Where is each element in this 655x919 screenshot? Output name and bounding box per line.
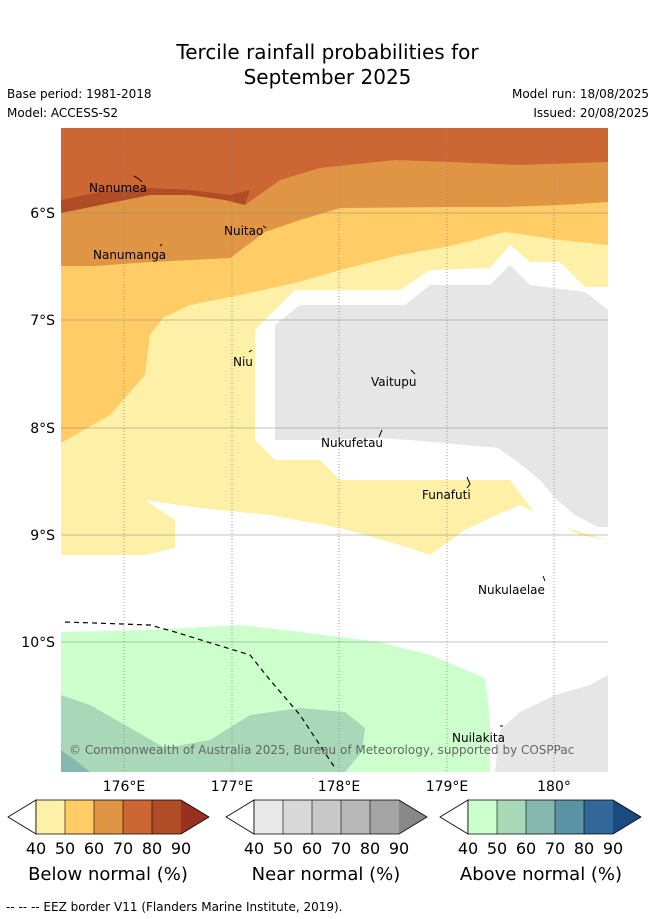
legend-tick: 50 [55, 839, 75, 858]
lon-label: 178°E [318, 779, 361, 795]
legend-swatch [65, 800, 94, 834]
above-60-area [61, 750, 90, 772]
place-label: Nanumanga [93, 248, 166, 262]
legend-title: Near normal (%) [252, 864, 401, 885]
lat-label: 7°S [30, 313, 55, 329]
island-outlines [133, 175, 546, 727]
legend-tick: 70 [331, 839, 351, 858]
near-40-area [275, 265, 608, 527]
legend-title: Below normal (%) [28, 864, 188, 885]
legend-tick: 40 [458, 839, 478, 858]
model-name: Model: ACCESS-S2 [7, 106, 119, 120]
place-label: Nukulaelae [478, 583, 545, 597]
place-label: Nanumea [89, 181, 147, 195]
legend-tick: 40 [244, 839, 264, 858]
place-label: Funafuti [422, 488, 471, 502]
legend-swatch [526, 800, 555, 834]
base-period: Base period: 1981-2018 [7, 87, 152, 101]
latitude-labels: 6°S 7°S 8°S 9°S 10°S [21, 206, 55, 651]
probability-map [61, 128, 608, 772]
legend-tick: 70 [545, 839, 565, 858]
map-title: Tercile rainfall probabilities for Septe… [0, 40, 655, 90]
legend-swatch [341, 800, 370, 834]
lon-label: 180° [537, 779, 571, 795]
legend-near: 40 50 60 70 80 90 Near normal (%) [225, 799, 428, 885]
below-80-area [61, 188, 250, 213]
graticule-lat [61, 212, 608, 643]
legend-swatch [468, 800, 497, 834]
graticule [123, 128, 555, 772]
legend-tick: 40 [26, 839, 46, 858]
legend-tick: 90 [389, 839, 409, 858]
lat-label: 10°S [21, 635, 55, 651]
lat-label: 8°S [30, 421, 55, 437]
near-40-area-south [495, 675, 608, 772]
lat-label: 6°S [30, 206, 55, 222]
lon-label: 179°E [426, 779, 469, 795]
place-label: Nuitao [224, 224, 263, 238]
place-label: Niu [233, 355, 253, 369]
legend-swatch [283, 800, 312, 834]
legend-tick: 60 [302, 839, 322, 858]
legend-title: Above normal (%) [460, 864, 622, 885]
place-labels: Nanumea Nuitao Nanumanga Niu Vaitupu Nuk… [89, 181, 545, 745]
legend-swatch [123, 800, 152, 834]
legend-tick: 50 [487, 839, 507, 858]
lon-label: 176°E [103, 779, 146, 795]
legend-swatch [94, 800, 123, 834]
legend-swatch [555, 800, 584, 834]
above-50-area [61, 695, 365, 772]
legend-tick: 70 [113, 839, 133, 858]
legend-tick: 50 [273, 839, 293, 858]
place-label: Vaitupu [371, 375, 417, 389]
legend-swatch [584, 800, 613, 834]
copyright-notice: © Commonwealth of Australia 2025, Bureau… [69, 743, 574, 757]
legend-arrow-high [181, 800, 209, 834]
legend-tick: 90 [603, 839, 623, 858]
legend-swatch [36, 800, 65, 834]
place-label: Nuilakita [452, 731, 505, 745]
legend-arrow-low [7, 799, 37, 835]
lon-label: 177°E [211, 779, 254, 795]
legend-tick: 80 [360, 839, 380, 858]
model-run: Model run: 18/08/2025 [511, 87, 649, 101]
above-40-area [61, 625, 490, 772]
legend-arrow-high [613, 800, 641, 834]
legend-tick: 60 [516, 839, 536, 858]
legend-swatch [152, 800, 181, 834]
legend-swatch [497, 800, 526, 834]
legend-tick: 80 [574, 839, 594, 858]
eez-footer-note: -- -- -- EEZ border V11 (Flanders Marine… [6, 900, 343, 914]
title-line-1: Tercile rainfall probabilities for [176, 40, 479, 64]
longitude-labels: 176°E 177°E 178°E 179°E 180° [103, 779, 571, 795]
eez-border [64, 621, 336, 769]
legend-swatch [254, 800, 283, 834]
title-line-2: September 2025 [243, 65, 412, 89]
legend-swatch [312, 800, 341, 834]
legend-arrow-high [399, 800, 427, 834]
lat-label: 9°S [30, 528, 55, 544]
issued-date: Issued: 20/08/2025 [533, 106, 649, 120]
legend-below: 40 50 60 70 80 90 Below normal (%) [7, 799, 210, 885]
legend-tick: 60 [84, 839, 104, 858]
legend-swatch [370, 800, 399, 834]
legend-tick: 80 [142, 839, 162, 858]
place-label: Nukufetau [321, 436, 383, 450]
legend-tick: 90 [171, 839, 191, 858]
legend-above: 40 50 60 70 80 90 Above normal (%) [439, 799, 642, 885]
